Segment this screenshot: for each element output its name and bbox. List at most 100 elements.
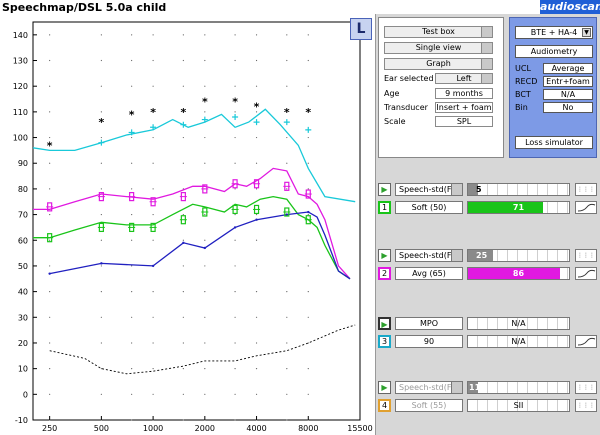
- test-3-stimulus-select[interactable]: MPO: [395, 317, 463, 330]
- single-view-label: Single view: [415, 43, 462, 52]
- meter-fill: [468, 268, 560, 279]
- device-value: BTE + HA-4: [530, 28, 578, 37]
- grid-dot: [234, 342, 236, 344]
- ucl-label: UCL: [515, 64, 531, 73]
- test-2-number[interactable]: 2: [378, 267, 391, 280]
- grid-dot: [307, 316, 309, 318]
- test-4-result-meter: SII: [467, 399, 570, 412]
- grid-dot: [182, 162, 184, 164]
- grid-icon[interactable]: ⋮⋮⋮: [575, 399, 597, 412]
- test-2-result-value: 86: [512, 269, 525, 278]
- grid-dot: [204, 162, 206, 164]
- device-select[interactable]: BTE + HA-4 ▼: [515, 26, 593, 39]
- test-2-stimulus-value: 25: [476, 251, 488, 260]
- grid-dot: [234, 188, 236, 190]
- grid-dot: [307, 34, 309, 36]
- audiometry-button[interactable]: Audiometry: [515, 45, 593, 58]
- grid-dot: [204, 239, 206, 241]
- play-icon[interactable]: ▶: [378, 381, 391, 394]
- test-1-number[interactable]: 1: [378, 201, 391, 214]
- recd-label: RECD: [515, 77, 538, 86]
- test-1-level-select[interactable]: Soft (50): [395, 201, 463, 214]
- curve-icon[interactable]: [575, 267, 597, 280]
- x-tick-label: 2000: [195, 424, 215, 433]
- ucl-field[interactable]: Average: [543, 63, 593, 74]
- grid-dot: [131, 316, 133, 318]
- loss-simulator-button[interactable]: Loss simulator: [515, 136, 593, 149]
- test-3-number[interactable]: 3: [378, 335, 391, 348]
- recd-field[interactable]: Entr+foam: [543, 76, 593, 87]
- test-1-stimulus-meter: 5: [467, 183, 570, 196]
- ucl-star: *: [232, 96, 238, 109]
- grid-icon[interactable]: ⋮⋮⋮: [575, 249, 597, 262]
- grid-dot: [131, 136, 133, 139]
- grid-dot: [204, 85, 206, 87]
- age-field[interactable]: 9 months: [435, 88, 493, 99]
- grid-dot: [286, 342, 288, 344]
- grid-dot: [131, 393, 133, 395]
- test-4-stimulus-select[interactable]: Speech-std(F): [395, 381, 463, 394]
- test-1-result-meter: 71: [467, 201, 570, 214]
- test-2-level-select[interactable]: Avg (65): [395, 267, 463, 280]
- grid-dot: [286, 188, 288, 190]
- left-ear-button[interactable]: L: [350, 18, 372, 40]
- graph-select[interactable]: Graph: [384, 58, 493, 70]
- grid-icon[interactable]: ⋮⋮⋮: [575, 183, 597, 196]
- grid-dot: [49, 213, 51, 216]
- grid-dot: [152, 239, 154, 241]
- play-icon[interactable]: ▶: [378, 317, 391, 330]
- test-3-level-select[interactable]: 90: [395, 335, 463, 348]
- y-tick-label: 40: [18, 288, 28, 297]
- grid-dot: [182, 111, 184, 113]
- ear-selected-select[interactable]: Left: [435, 73, 493, 84]
- select-arrow-icon: [481, 74, 492, 83]
- y-tick-label: 60: [18, 236, 28, 245]
- grid-icon[interactable]: ⋮⋮⋮: [575, 381, 597, 394]
- mpo-target: [201, 116, 208, 123]
- grid-dot: [152, 342, 154, 344]
- grid-dot: [234, 316, 236, 318]
- x-tick-label: 1000: [143, 424, 163, 433]
- grid-dot: [131, 291, 133, 293]
- grid-dot: [131, 111, 133, 113]
- grid-dot: [100, 239, 102, 241]
- plot-frame: [32, 21, 361, 421]
- test-3-stimulus-row: ▶ MPO N/A: [378, 317, 599, 331]
- grid-dot: [131, 239, 133, 241]
- transducer-field[interactable]: Insert + foam: [435, 102, 493, 113]
- grid-dot: [255, 393, 258, 395]
- grid-dot: [100, 136, 102, 139]
- mpo-target: [150, 124, 157, 131]
- test-2-stimulus-select[interactable]: Speech-std(F): [395, 249, 463, 262]
- y-tick-label: 20: [18, 339, 28, 348]
- y-tick-label: 0: [23, 390, 28, 399]
- scale-field[interactable]: SPL: [435, 116, 493, 127]
- bin-field[interactable]: No: [543, 102, 593, 113]
- grid-dot: [182, 419, 184, 421]
- grid-dot: [286, 34, 288, 36]
- play-icon[interactable]: ▶: [378, 183, 391, 196]
- grid-dot: [307, 393, 309, 395]
- series-line-avg: [33, 167, 351, 280]
- test-4-level-select[interactable]: Soft (55): [395, 399, 463, 412]
- select-arrow-icon: [481, 43, 492, 53]
- test-4-number[interactable]: 4: [378, 399, 391, 412]
- grid-dot: [100, 316, 102, 318]
- bct-field[interactable]: N/A: [543, 89, 593, 100]
- test-1-stimulus-select[interactable]: Speech-std(F): [395, 183, 463, 196]
- grid-dot: [307, 368, 309, 370]
- series-line-threshold: [49, 324, 356, 375]
- grid-dot: [49, 136, 51, 139]
- grid-dot: [131, 265, 133, 267]
- curve-icon[interactable]: [575, 201, 597, 214]
- single-view-select[interactable]: Single view: [384, 42, 493, 54]
- grid-dot: [307, 213, 309, 216]
- play-icon[interactable]: ▶: [378, 249, 391, 262]
- grid-dot: [204, 213, 206, 216]
- grid-dot: [204, 265, 206, 267]
- grid-dot: [255, 316, 258, 318]
- test-box-select[interactable]: Test box: [384, 26, 493, 38]
- curve-icon[interactable]: [575, 335, 597, 348]
- grid-dot: [255, 239, 258, 241]
- grid-dot: [131, 213, 133, 216]
